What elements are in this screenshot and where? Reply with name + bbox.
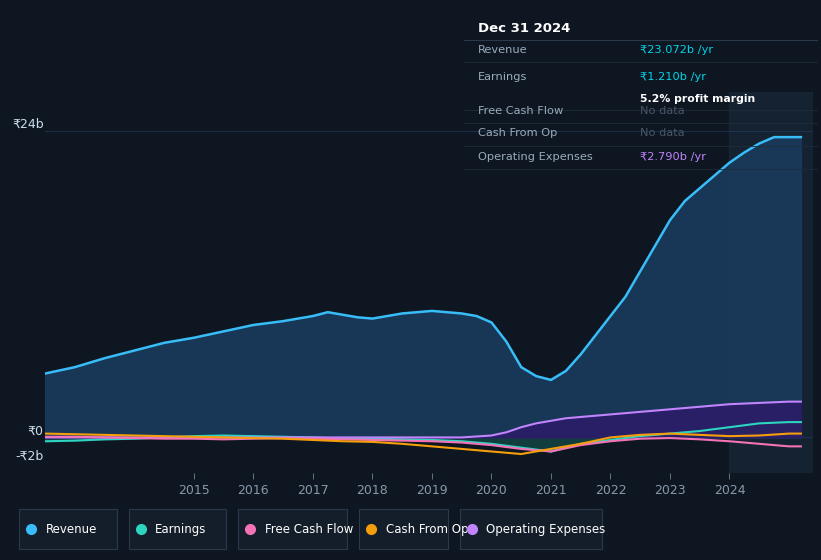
Text: Operating Expenses: Operating Expenses [478,152,593,162]
FancyBboxPatch shape [238,509,347,549]
FancyBboxPatch shape [20,509,117,549]
FancyBboxPatch shape [129,509,227,549]
Text: Operating Expenses: Operating Expenses [486,522,606,536]
Text: Free Cash Flow: Free Cash Flow [264,522,353,536]
Text: ₹2.790b /yr: ₹2.790b /yr [640,152,706,162]
Bar [730,92,813,473]
FancyBboxPatch shape [460,509,602,549]
Text: ₹0: ₹0 [28,424,44,437]
Text: Revenue: Revenue [46,522,98,536]
Text: 5.2% profit margin: 5.2% profit margin [640,94,755,104]
Text: No data: No data [640,128,685,138]
Text: Earnings: Earnings [478,72,527,82]
Text: -₹2b: -₹2b [16,450,44,463]
Text: No data: No data [640,106,685,116]
Text: ₹1.210b /yr: ₹1.210b /yr [640,72,706,82]
Text: Free Cash Flow: Free Cash Flow [478,106,563,116]
Text: Earnings: Earnings [155,522,207,536]
Text: Cash From Op: Cash From Op [386,522,468,536]
Text: Revenue: Revenue [478,45,528,55]
Text: ₹23.072b /yr: ₹23.072b /yr [640,45,713,55]
Text: Cash From Op: Cash From Op [478,128,557,138]
Text: Dec 31 2024: Dec 31 2024 [478,22,571,35]
Text: ₹24b: ₹24b [12,118,44,130]
FancyBboxPatch shape [360,509,448,549]
